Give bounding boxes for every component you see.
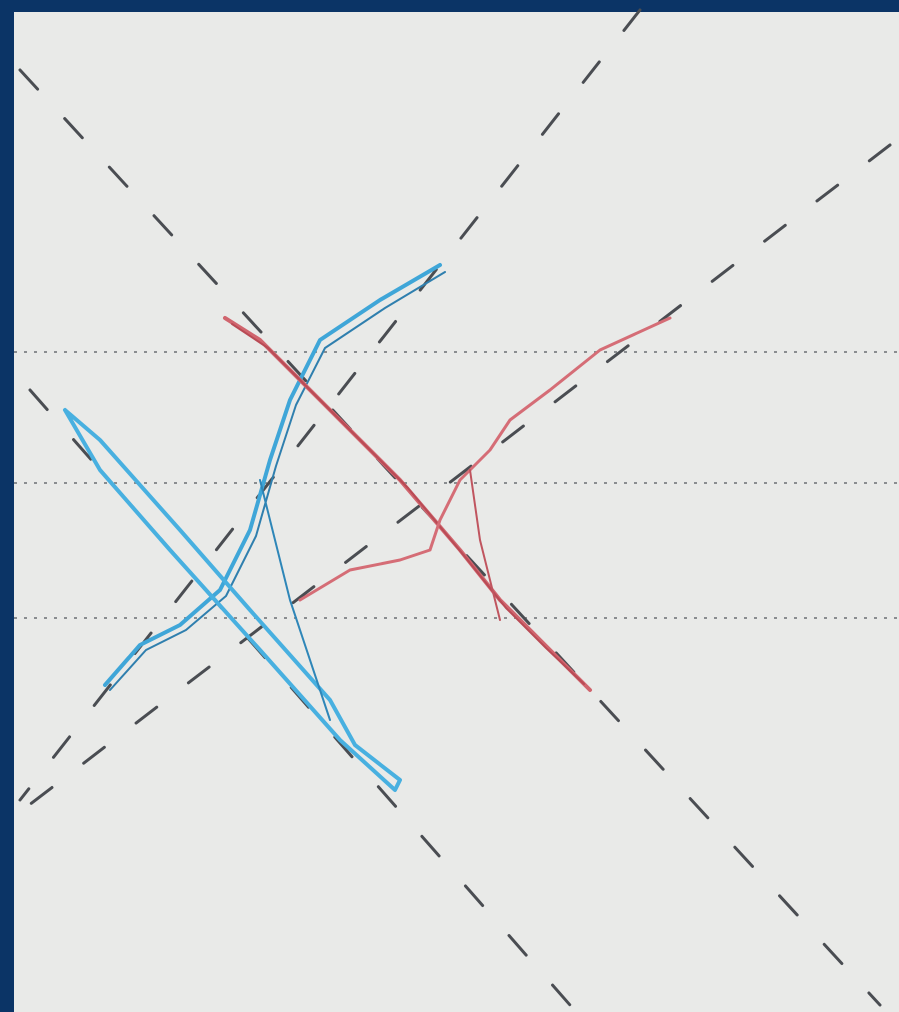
blue-traces — [63, 263, 446, 792]
trace — [298, 316, 672, 602]
trace — [259, 479, 331, 721]
trace — [103, 263, 442, 687]
diagonal-line — [18, 68, 882, 1007]
diagonal-line — [18, 143, 892, 814]
red-traces — [223, 316, 672, 692]
trace — [231, 323, 585, 685]
paper — [14, 12, 899, 1012]
trace — [63, 408, 402, 792]
trace — [469, 469, 501, 621]
horizontal-guides — [14, 351, 899, 619]
